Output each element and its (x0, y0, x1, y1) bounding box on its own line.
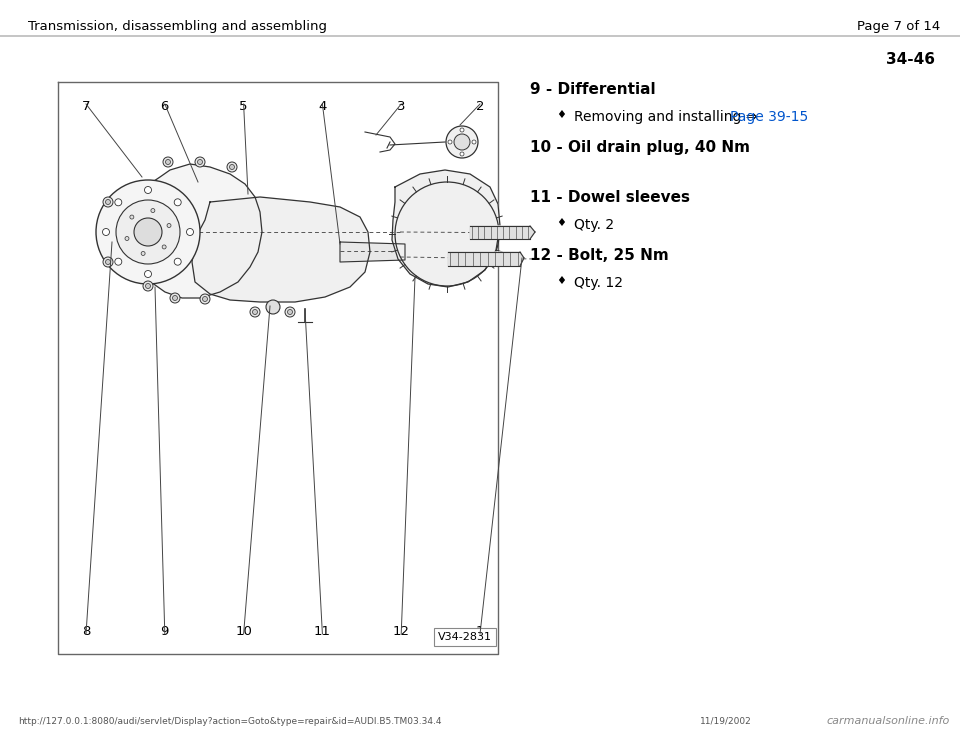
Text: ♦: ♦ (556, 110, 566, 120)
Circle shape (151, 209, 155, 212)
Text: V34-2831: V34-2831 (438, 632, 492, 642)
Circle shape (186, 229, 194, 235)
Polygon shape (448, 252, 524, 266)
Circle shape (195, 157, 205, 167)
Text: 12: 12 (393, 625, 410, 638)
Text: Page 39-15: Page 39-15 (730, 110, 808, 124)
Text: 8: 8 (82, 625, 90, 638)
Circle shape (130, 215, 133, 219)
Text: 11/19/2002: 11/19/2002 (700, 717, 752, 726)
Circle shape (143, 281, 153, 291)
Circle shape (146, 283, 151, 289)
Circle shape (287, 309, 293, 315)
Circle shape (266, 300, 280, 314)
Circle shape (163, 157, 173, 167)
Circle shape (285, 307, 295, 317)
Text: 10: 10 (235, 625, 252, 638)
Circle shape (96, 180, 200, 284)
Circle shape (106, 260, 110, 264)
Circle shape (103, 229, 109, 235)
Circle shape (203, 297, 207, 301)
Circle shape (200, 294, 210, 304)
Circle shape (198, 160, 203, 165)
Circle shape (162, 245, 166, 249)
Circle shape (446, 126, 478, 158)
Text: Removing and installing ⇒: Removing and installing ⇒ (574, 110, 761, 124)
Circle shape (106, 200, 110, 205)
Circle shape (252, 309, 257, 315)
Text: carmanualsonline.info: carmanualsonline.info (827, 716, 950, 726)
Polygon shape (470, 226, 535, 239)
Circle shape (448, 140, 452, 144)
Text: 6: 6 (160, 100, 169, 113)
Text: 3: 3 (396, 100, 405, 113)
Circle shape (115, 258, 122, 265)
Circle shape (460, 128, 464, 132)
Circle shape (173, 295, 178, 301)
Text: 34-46: 34-46 (886, 52, 935, 67)
Circle shape (134, 218, 162, 246)
Circle shape (145, 186, 152, 194)
Text: 9 - Differential: 9 - Differential (530, 82, 656, 97)
Text: 12 - Bolt, 25 Nm: 12 - Bolt, 25 Nm (530, 248, 669, 263)
Circle shape (165, 160, 171, 165)
Text: Qty. 12: Qty. 12 (574, 276, 623, 290)
Text: ♦: ♦ (556, 276, 566, 286)
Circle shape (103, 197, 113, 207)
Text: 11 - Dowel sleeves: 11 - Dowel sleeves (530, 190, 690, 205)
Text: 2: 2 (476, 100, 484, 113)
Circle shape (250, 307, 260, 317)
Text: 4: 4 (318, 100, 326, 113)
Circle shape (167, 223, 171, 228)
Circle shape (472, 140, 476, 144)
Circle shape (145, 271, 152, 278)
Text: 1: 1 (476, 625, 484, 638)
Circle shape (103, 257, 113, 267)
Circle shape (227, 162, 237, 172)
Circle shape (141, 252, 145, 255)
Text: 9: 9 (160, 625, 169, 638)
Text: 10 - Oil drain plug, 40 Nm: 10 - Oil drain plug, 40 Nm (530, 140, 750, 155)
Polygon shape (192, 197, 370, 302)
Circle shape (174, 199, 181, 206)
Circle shape (454, 134, 470, 150)
Circle shape (229, 165, 234, 169)
Circle shape (460, 152, 464, 156)
Polygon shape (340, 242, 405, 262)
Text: ♦: ♦ (556, 218, 566, 228)
Text: Qty. 2: Qty. 2 (574, 218, 614, 232)
Text: 7: 7 (82, 100, 90, 113)
Text: http://127.0.0.1:8080/audi/servlet/Display?action=Goto&type=repair&id=AUDI.B5.TM: http://127.0.0.1:8080/audi/servlet/Displ… (18, 717, 442, 726)
Text: Page 7 of 14: Page 7 of 14 (856, 20, 940, 33)
Text: Transmission, disassembling and assembling: Transmission, disassembling and assembli… (28, 20, 327, 33)
Circle shape (116, 200, 180, 264)
Polygon shape (128, 164, 262, 298)
Text: 5: 5 (239, 100, 248, 113)
Circle shape (125, 237, 129, 240)
Polygon shape (392, 170, 500, 287)
Circle shape (115, 199, 122, 206)
Circle shape (170, 293, 180, 303)
Circle shape (174, 258, 181, 265)
Text: 11: 11 (314, 625, 331, 638)
